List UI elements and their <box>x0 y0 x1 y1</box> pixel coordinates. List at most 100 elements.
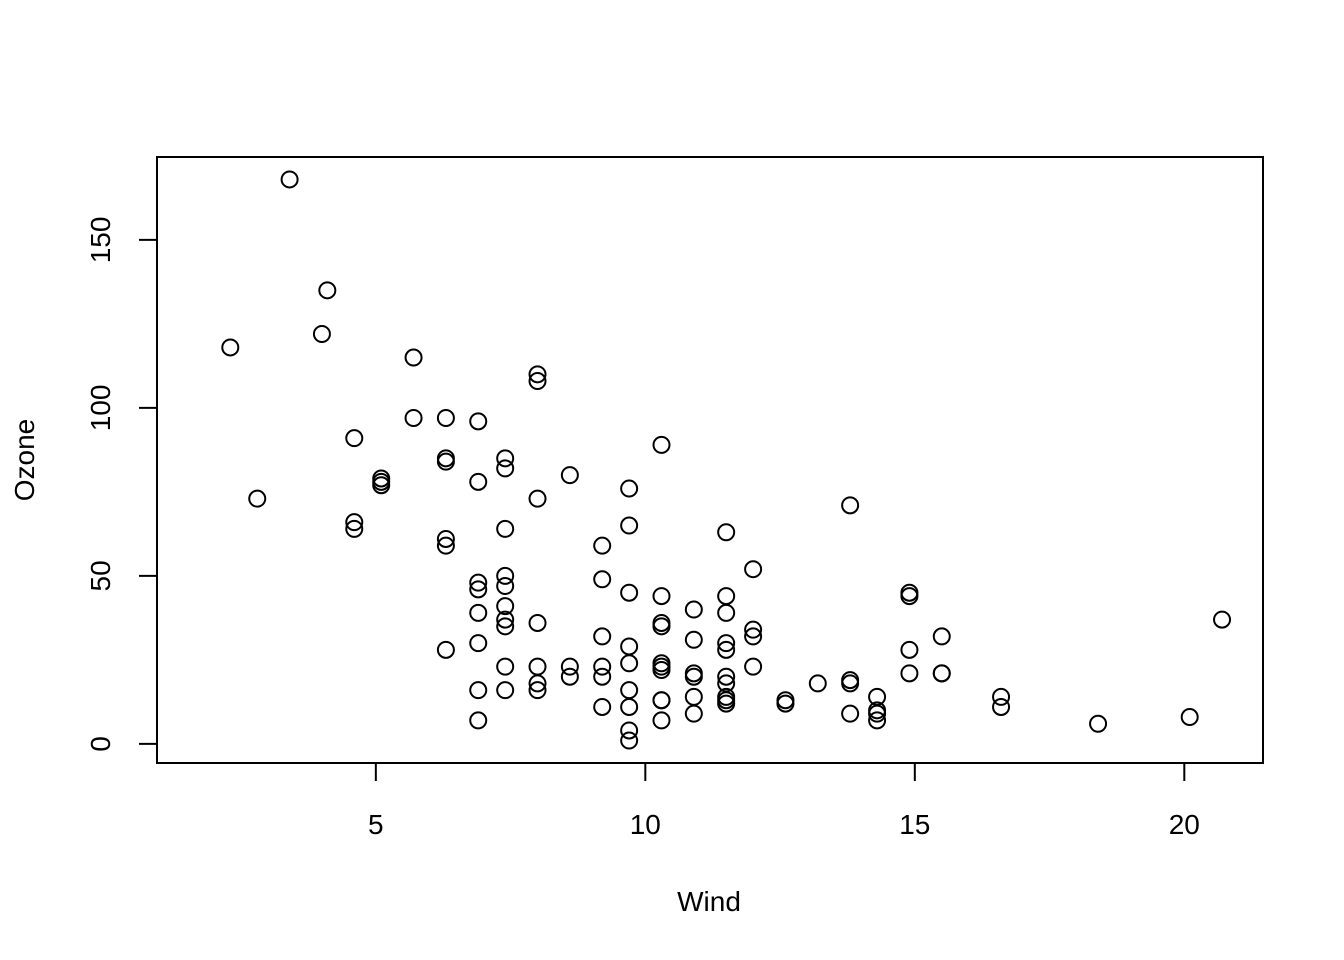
point <box>469 573 488 592</box>
point <box>744 657 763 676</box>
point <box>717 691 736 710</box>
point <box>932 627 951 646</box>
point <box>620 479 639 498</box>
point <box>900 664 919 683</box>
point <box>1089 714 1108 733</box>
point <box>593 627 612 646</box>
point <box>528 365 547 384</box>
point <box>684 630 703 649</box>
point <box>992 687 1011 706</box>
point <box>717 667 736 686</box>
point <box>280 170 299 189</box>
point <box>345 519 364 538</box>
point <box>620 654 639 673</box>
point <box>560 667 579 686</box>
point <box>496 681 515 700</box>
point <box>620 637 639 656</box>
point <box>744 620 763 639</box>
point <box>652 587 671 606</box>
point <box>717 603 736 622</box>
point <box>1213 610 1232 629</box>
point <box>717 523 736 542</box>
point <box>744 560 763 579</box>
point <box>496 617 515 636</box>
point <box>652 691 671 710</box>
x-tick-label: 15 <box>899 809 930 840</box>
point <box>496 657 515 676</box>
point <box>528 681 547 700</box>
point <box>404 409 423 428</box>
point <box>684 704 703 723</box>
point <box>841 496 860 515</box>
point <box>652 435 671 454</box>
y-tick-label: 100 <box>85 385 116 432</box>
point <box>436 409 455 428</box>
point <box>469 580 488 599</box>
y-axis-title: Ozone <box>9 419 40 502</box>
point <box>312 325 331 344</box>
point <box>593 536 612 555</box>
x-tick-label: 5 <box>368 809 384 840</box>
point <box>841 674 860 693</box>
point <box>620 721 639 740</box>
x-tick-label: 20 <box>1169 809 1200 840</box>
point <box>560 466 579 485</box>
point <box>496 566 515 585</box>
point <box>620 583 639 602</box>
point <box>469 472 488 491</box>
point <box>248 489 267 508</box>
point <box>684 664 703 683</box>
x-tick-label: 10 <box>630 809 661 840</box>
point <box>436 449 455 468</box>
x-axis-title: Wind <box>677 886 741 917</box>
point <box>868 687 887 706</box>
point <box>717 640 736 659</box>
point <box>593 697 612 716</box>
point <box>345 513 364 532</box>
point <box>652 613 671 632</box>
point <box>717 634 736 653</box>
point <box>652 711 671 730</box>
point <box>496 459 515 478</box>
point <box>345 429 364 448</box>
point <box>932 664 951 683</box>
point <box>528 674 547 693</box>
y-tick-label: 150 <box>85 217 116 264</box>
point <box>620 697 639 716</box>
y-tick-label: 0 <box>85 736 116 752</box>
point <box>221 338 240 357</box>
point <box>436 536 455 555</box>
point <box>776 691 795 710</box>
point <box>469 603 488 622</box>
point <box>684 687 703 706</box>
point <box>496 519 515 538</box>
point <box>593 667 612 686</box>
point <box>496 597 515 616</box>
point <box>496 449 515 468</box>
point <box>868 711 887 730</box>
point <box>318 281 337 300</box>
point <box>496 576 515 595</box>
point <box>808 674 827 693</box>
point <box>900 587 919 606</box>
point <box>620 516 639 535</box>
plot-frame <box>156 156 1264 764</box>
point <box>841 704 860 723</box>
point <box>528 613 547 632</box>
point <box>900 640 919 659</box>
y-tick-label: 50 <box>85 560 116 591</box>
point <box>469 412 488 431</box>
points <box>221 170 1232 750</box>
point <box>560 657 579 676</box>
point <box>620 731 639 750</box>
point <box>744 627 763 646</box>
point <box>436 640 455 659</box>
point <box>1180 708 1199 727</box>
point <box>593 570 612 589</box>
point <box>593 657 612 676</box>
point <box>436 529 455 548</box>
point <box>717 587 736 606</box>
point <box>469 711 488 730</box>
point <box>469 681 488 700</box>
